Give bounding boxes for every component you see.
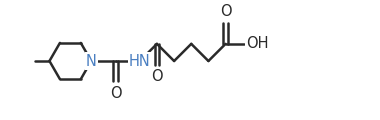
Text: O: O xyxy=(220,4,231,19)
Text: O: O xyxy=(151,69,163,84)
Text: O: O xyxy=(110,86,121,101)
Text: N: N xyxy=(86,54,97,69)
Text: OH: OH xyxy=(246,36,268,51)
Text: HN: HN xyxy=(129,54,150,69)
